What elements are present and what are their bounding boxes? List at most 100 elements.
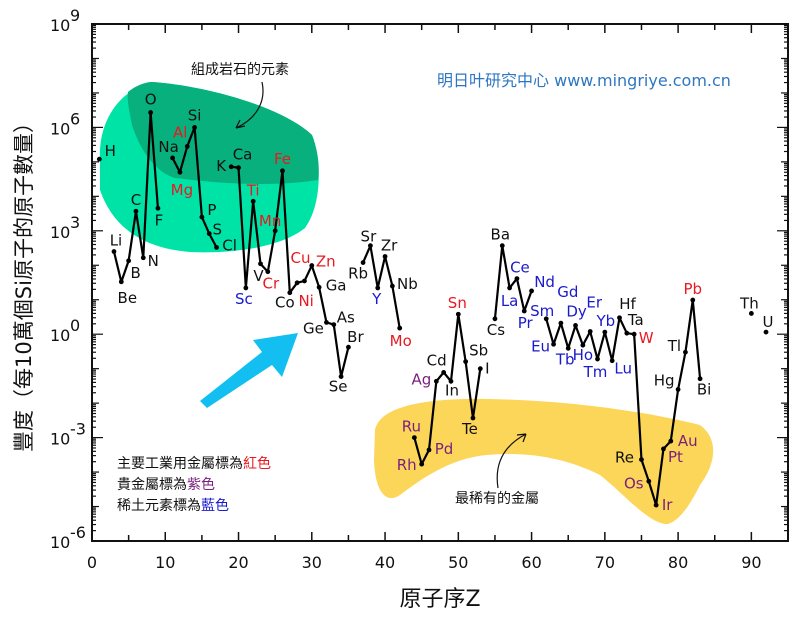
y-tick-label-base: 10 (50, 533, 70, 552)
data-point-h (96, 156, 102, 162)
element-label-v: V (253, 267, 264, 285)
element-label-zn: Zn (316, 253, 336, 271)
rock-forming-annotation: 組成岩石的元素 (191, 62, 289, 78)
abundance-line-segment (362, 244, 401, 329)
element-label-w: W (639, 329, 654, 347)
data-point-cl (214, 244, 219, 250)
legend-line: 主要工業用金屬標為紅色 (117, 455, 271, 472)
data-point-al (184, 144, 190, 149)
element-label-yb: Yb (595, 312, 615, 330)
data-point-k (228, 164, 234, 170)
data-point-cs (492, 316, 498, 322)
element-label-b: B (130, 264, 140, 282)
data-point-ca (236, 165, 241, 171)
element-label-k: K (216, 157, 227, 175)
x-tick-label: 10 (155, 553, 175, 572)
element-label-ga: Ga (326, 276, 347, 294)
element-label-u: U (763, 313, 774, 331)
data-point-sn (455, 311, 461, 317)
data-point-hf (617, 315, 622, 321)
element-label-tm: Tm (583, 363, 608, 381)
element-label-rb: Rb (348, 265, 368, 283)
x-tick-label: 90 (741, 553, 761, 572)
legend-color-word: 紅色 (243, 455, 271, 472)
data-point-fe (280, 168, 285, 174)
data-point-sr (368, 243, 373, 249)
element-label-tb: Tb (555, 350, 575, 368)
data-point-ti (250, 198, 256, 204)
data-point-ba (499, 243, 505, 249)
element-label-sb: Sb (469, 342, 488, 360)
element-label-n: N (148, 252, 159, 270)
data-point-pt (661, 446, 666, 452)
data-point-ge (324, 319, 329, 325)
data-point-li (111, 249, 117, 254)
element-label-o: O (145, 91, 157, 109)
data-point-be (118, 279, 124, 285)
data-point-c (133, 208, 139, 214)
legend-text: 主要工業用金屬標為 (117, 456, 243, 472)
watermark-text: 明日叶研究中心 www.mingriye.com.cn (437, 71, 731, 90)
element-label-nd: Nd (534, 273, 555, 291)
element-label-ba: Ba (491, 226, 510, 244)
element-label-ca: Ca (233, 146, 253, 164)
y-tick-label-exponent: -6 (70, 523, 86, 542)
rarest-metals-annotation: 最稀有的金屬 (455, 491, 539, 507)
rock-forming-core-region (127, 82, 319, 184)
element-label-cs: Cs (487, 321, 505, 339)
data-point-lu (609, 358, 615, 364)
y-tick-label-base: 10 (50, 119, 70, 138)
element-label-te: Te (461, 420, 478, 438)
data-point-pr (521, 308, 527, 314)
element-label-re: Re (615, 449, 634, 467)
data-point-co (287, 290, 293, 296)
data-point-se (338, 374, 344, 379)
rock-forming-arrow-icon (235, 81, 264, 129)
data-point-ni (294, 280, 300, 286)
x-tick-label: 80 (668, 553, 688, 572)
y-tick-label-base: 10 (50, 16, 70, 35)
legend-text: 稀土元素標為 (117, 498, 201, 514)
element-label-sr: Sr (361, 228, 378, 246)
y-tick-label-base: 10 (50, 430, 70, 449)
element-label-sn: Sn (448, 294, 467, 312)
x-tick-label: 40 (375, 553, 395, 572)
data-point-pd (426, 447, 432, 453)
element-label-mn: Mn (259, 212, 281, 230)
element-label-sc: Sc (235, 290, 253, 308)
element-label-li: Li (110, 232, 123, 250)
legend-color-word: 紫色 (187, 476, 215, 493)
data-point-sb (463, 359, 469, 365)
element-label-nb: Nb (397, 275, 418, 293)
data-point-si (192, 125, 197, 130)
data-point-rh (419, 461, 425, 467)
data-point-tl (683, 349, 688, 355)
element-label-gd: Gd (557, 283, 578, 301)
y-tick-label-exponent: 3 (70, 213, 80, 232)
data-point-dy (573, 323, 578, 328)
data-point-ho (580, 342, 586, 348)
x-tick-label: 70 (595, 553, 615, 572)
data-point-n (140, 255, 146, 261)
element-label-hf: Hf (619, 295, 636, 313)
element-label-pr: Pr (518, 314, 534, 332)
element-label-ni: Ni (298, 292, 313, 310)
data-point-cd (441, 369, 447, 375)
data-point-zr (382, 254, 388, 259)
legend-line: 稀土元素標為藍色 (117, 497, 229, 514)
element-label-zr: Zr (381, 236, 398, 254)
element-label-fe: Fe (274, 150, 291, 168)
data-point-i (477, 366, 483, 372)
element-label-in: In (445, 381, 459, 399)
rarest-metals-region (374, 398, 714, 525)
element-label-f: F (155, 211, 164, 229)
data-point-br (346, 344, 351, 350)
element-label-mg: Mg (171, 181, 193, 199)
plot-frame (91, 23, 789, 542)
element-label-mo: Mo (390, 332, 412, 350)
element-label-h: H (105, 142, 116, 160)
legend-line: 貴金屬標為紫色 (117, 476, 215, 493)
data-point-mo (397, 325, 403, 331)
element-label-cu: Cu (290, 249, 310, 267)
